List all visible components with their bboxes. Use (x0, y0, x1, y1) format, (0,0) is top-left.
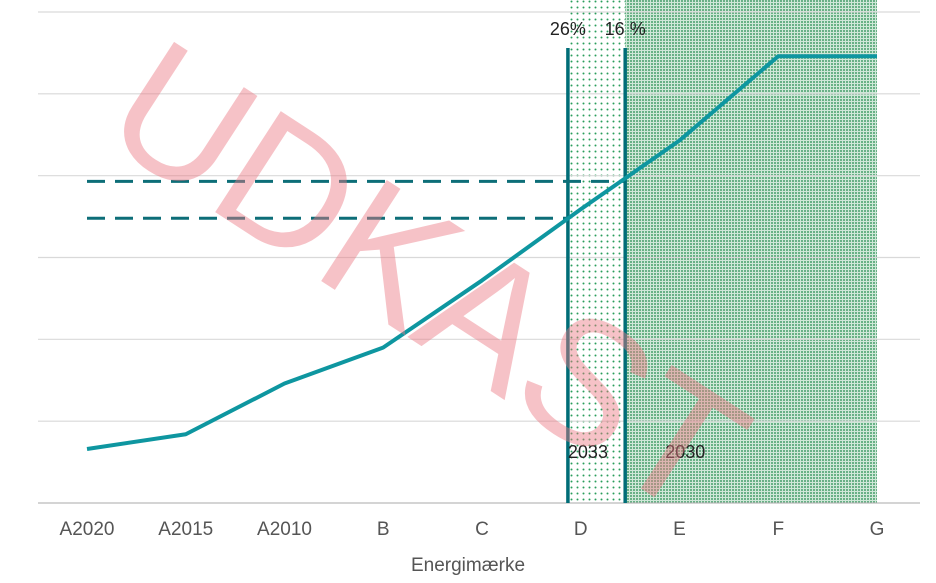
x-tick-label: A2020 (60, 519, 115, 540)
x-axis-label: Energimærke (411, 555, 525, 576)
grid (38, 11, 920, 504)
threshold-label: 16 % (605, 19, 646, 39)
x-tick-label: G (870, 519, 885, 540)
x-tick-label: E (673, 519, 686, 540)
threshold-label: 26% (550, 19, 586, 39)
x-tick-label: B (377, 519, 390, 540)
threshold-year: 2030 (665, 442, 705, 462)
x-tick-label: C (475, 519, 489, 540)
shading (567, 0, 877, 503)
series-line (86, 54, 877, 451)
threshold-year: 2033 (568, 442, 608, 462)
x-tick-label: A2015 (158, 519, 213, 540)
marks (86, 48, 877, 503)
x-tick-label: F (772, 519, 784, 540)
zone (625, 0, 877, 503)
x-tick-label: D (574, 519, 588, 540)
x-tick-label: A2010 (257, 519, 312, 540)
